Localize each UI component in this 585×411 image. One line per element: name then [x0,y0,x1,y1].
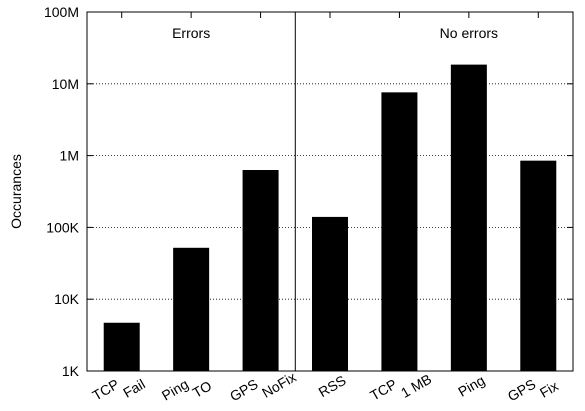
bars [103,64,557,372]
x-tick-label-main: TCP [90,376,122,404]
x-tick-label-sub: 1 MB [398,371,434,401]
x-tick-label-sub: TO [190,377,215,401]
y-tick-label: 1M [60,148,79,164]
x-tick-label-main: Ping [159,376,191,404]
x-tick-label-sub: NoFix [259,369,299,401]
bar [312,216,348,371]
x-tick-label-main: GPS [227,376,261,405]
group-label: Errors [172,25,210,41]
x-tick-label-main: GPS [505,376,539,405]
x-tick-label-sub: Fix [537,378,561,401]
x-tick-label-main: Ping [455,372,487,400]
y-tick-label: 10M [52,76,79,92]
x-tick-label-sub: Fail [120,376,148,401]
x-tick-label: RSS [316,372,349,400]
bar [381,92,418,372]
x-tick-label: Ping [455,372,487,400]
group-labels: Errors No errors [172,25,498,41]
y-axis-ticks: 1K 10K 100K 1M 10M 100M [44,4,573,379]
bar [173,247,210,371]
x-tick-label-main: RSS [316,372,349,400]
y-tick-label: 10K [54,291,80,307]
x-tick-label-main: TCP [367,376,399,404]
bar [450,64,487,372]
group-label: No errors [440,25,498,41]
y-axis-title: Occurances [8,154,24,229]
bar [242,170,279,371]
bar [103,322,140,371]
bar [520,160,557,371]
y-tick-label: 100K [46,219,79,235]
y-tick-label: 100M [44,4,79,20]
y-tick-label: 1K [62,363,80,379]
